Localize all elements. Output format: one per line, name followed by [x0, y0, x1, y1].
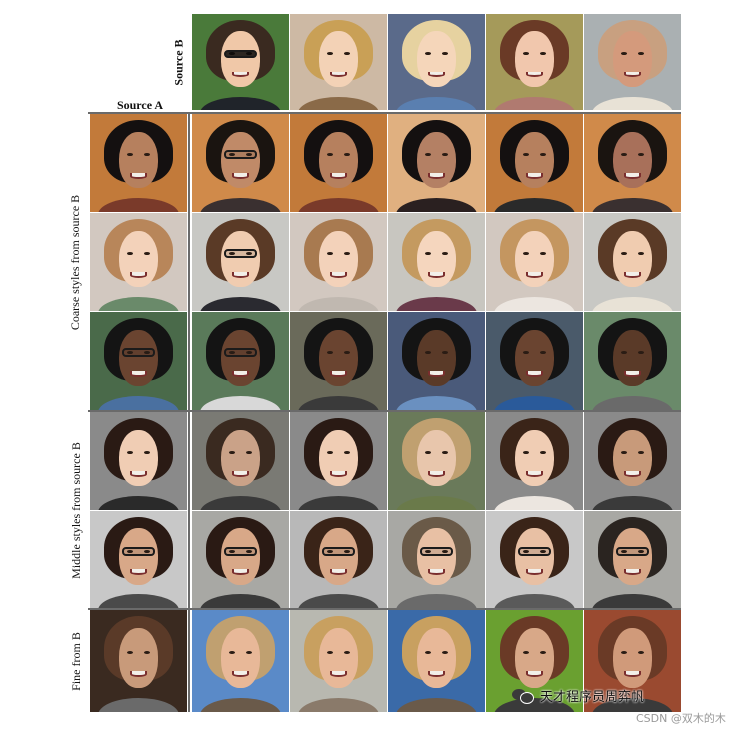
face-image	[90, 312, 187, 410]
face-image	[290, 114, 387, 212]
face-image	[388, 14, 485, 110]
face-image	[388, 114, 485, 212]
coarse-styles-label: Coarse styles from source B	[68, 194, 83, 330]
divider-source-a-column	[188, 112, 190, 712]
face-image	[584, 610, 681, 712]
watermark: 天才程序员周弈帆	[512, 684, 644, 706]
face-image	[192, 511, 289, 608]
divider-coarse-middle	[88, 410, 681, 412]
face-image	[90, 213, 187, 311]
face-image	[90, 610, 187, 712]
middle-styles-label: Middle styles from source B	[68, 441, 83, 579]
source-a-label: Source A	[116, 98, 164, 112]
face-image	[290, 213, 387, 311]
face-image	[192, 14, 289, 110]
face-image	[290, 412, 387, 510]
face-image	[192, 213, 289, 311]
face-image	[192, 312, 289, 410]
face-image	[486, 412, 583, 510]
face-image	[388, 213, 485, 311]
face-image	[486, 213, 583, 311]
face-image	[486, 312, 583, 410]
face-image	[290, 511, 387, 608]
face-image	[90, 412, 187, 510]
face-image	[584, 312, 681, 410]
face-image	[486, 114, 583, 212]
face-image	[290, 14, 387, 110]
fine-styles-label: Fine from B	[68, 631, 83, 691]
face-image	[388, 312, 485, 410]
face-image	[388, 511, 485, 608]
source-b-label: Source B	[171, 38, 186, 86]
wechat-icon	[512, 687, 534, 704]
face-image	[192, 114, 289, 212]
divider-top	[88, 112, 681, 114]
face-image	[486, 610, 583, 712]
watermark-text: 天才程序员周弈帆	[540, 689, 645, 705]
face-image	[290, 610, 387, 712]
face-image	[90, 114, 187, 212]
face-image	[584, 14, 681, 110]
csdn-credit: CSDN @双木的木	[636, 712, 726, 725]
face-image	[192, 412, 289, 510]
face-image	[584, 213, 681, 311]
face-image	[388, 610, 485, 712]
face-image	[584, 412, 681, 510]
face-image	[192, 610, 289, 712]
face-image	[388, 412, 485, 510]
face-image	[486, 14, 583, 110]
face-image	[486, 511, 583, 608]
face-image	[584, 511, 681, 608]
face-image	[90, 511, 187, 608]
divider-middle-fine	[88, 608, 681, 610]
face-image	[290, 312, 387, 410]
face-image	[584, 114, 681, 212]
